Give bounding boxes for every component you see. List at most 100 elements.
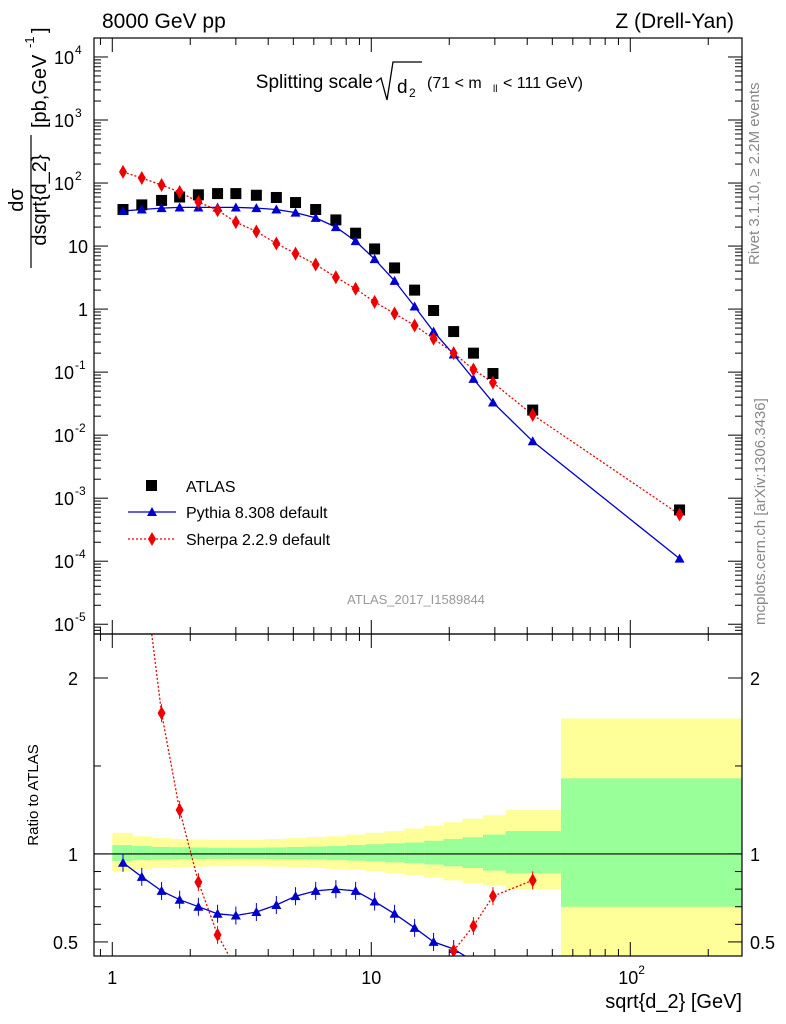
data-point-triangle — [251, 907, 262, 917]
data-point-diamond — [194, 195, 203, 210]
data-point-square — [369, 243, 381, 255]
data-point-diamond — [232, 961, 240, 975]
ratio-series-line — [453, 879, 533, 952]
y-tick-label-exponent: -1 — [75, 358, 86, 372]
data-point-diamond — [213, 203, 222, 218]
y-tick-label: 10 — [54, 48, 74, 68]
data-point-triangle — [118, 857, 129, 867]
inner-uncertainty-band — [170, 847, 190, 860]
title-main: Splitting scale — [256, 72, 373, 93]
data-point-square — [270, 191, 282, 203]
inner-uncertainty-band — [505, 831, 561, 874]
inner-uncertainty-band — [132, 846, 152, 861]
data-point-diamond — [469, 362, 478, 377]
data-point-triangle — [290, 207, 301, 217]
ratio-ticks: 0.5 0.51 12 21 10 10 2 — [53, 634, 775, 988]
data-point-triangle — [310, 885, 321, 895]
data-point-triangle — [330, 222, 341, 232]
y-tick-label: 10 — [54, 174, 74, 194]
data-point-triangle — [409, 922, 420, 932]
legend-entry-atlas: ATLAS — [146, 479, 236, 496]
y-tick-label-exponent: 4 — [75, 43, 82, 57]
y-tick-label: 10 — [68, 237, 88, 257]
y-tick-label: 1 — [78, 300, 88, 320]
y-tick-label-exponent: -4 — [75, 547, 86, 561]
sqrt-sign-icon — [375, 61, 422, 101]
data-point-triangle — [487, 397, 498, 407]
data-point-triangle — [310, 212, 321, 222]
inner-uncertainty-band — [462, 837, 484, 869]
legend-label: ATLAS — [186, 479, 236, 496]
data-point-diamond — [449, 346, 458, 361]
main-y-axis-title: dσ dsqrt{d_2} [pb,GeV -1 ] — [6, 27, 51, 268]
data-point-triangle — [389, 908, 400, 918]
data-point-triangle — [174, 202, 185, 212]
inner-uncertainty-band — [189, 847, 209, 860]
data-point-triangle — [271, 204, 282, 214]
ratio-panel: 0.5 0.51 12 21 10 10 2 Ratio to ATLAS sqrt{d_2… — [25, 633, 775, 1013]
data-point-triangle — [136, 871, 147, 881]
ratio-series — [118, 634, 537, 975]
data-point-diamond — [175, 185, 184, 200]
y-tick-label: 10 — [54, 489, 74, 509]
data-point-square — [310, 204, 322, 216]
main-series — [117, 164, 686, 563]
data-point-triangle — [156, 203, 167, 213]
rivet-version-label: Rivet 3.1.10, ≥ 2.2M events — [746, 83, 763, 266]
data-point-square — [230, 188, 242, 200]
data-point-triangle — [468, 373, 479, 383]
data-point-triangle — [527, 436, 538, 446]
inner-uncertainty-band — [286, 846, 307, 860]
data-point-square — [212, 188, 224, 200]
y-tick-label: 10 — [54, 363, 74, 383]
inner-uncertainty-band — [385, 843, 405, 863]
data-point-diamond — [194, 875, 203, 890]
data-point-triangle — [468, 956, 478, 965]
data-point-diamond — [175, 802, 184, 817]
series-line — [122, 206, 681, 560]
y-tick-label-exponent: 2 — [75, 169, 82, 183]
inner-uncertainty-band — [560, 778, 742, 907]
data-point-triangle — [369, 896, 380, 906]
data-point-diamond — [311, 257, 320, 272]
data-point-triangle — [428, 936, 439, 946]
y-tick-label: 10 — [54, 552, 74, 572]
data-point-diamond — [157, 178, 166, 193]
y-title-unit: [pb,GeV — [29, 54, 51, 128]
series-line — [122, 171, 680, 516]
plot-title: Splitting scale d 2 (71 < m ll < 111 GeV… — [256, 61, 583, 101]
data-point-triangle — [428, 326, 439, 336]
x-tick-label: 1 — [107, 968, 117, 988]
data-point-diamond — [488, 889, 497, 904]
legend-triangle-marker — [147, 507, 157, 516]
inner-uncertainty-band — [326, 846, 347, 861]
inner-uncertainty-band — [404, 842, 425, 864]
data-point-triangle — [174, 894, 185, 904]
data-point-triangle — [674, 553, 685, 563]
legend-entry-pythia: Pythia 8.308 default — [128, 505, 328, 522]
inner-uncertainty-band — [443, 838, 463, 867]
data-point-square — [428, 304, 440, 316]
ratio-y-axis-title: Ratio to ATLAS — [25, 744, 42, 845]
inner-uncertainty-band — [112, 845, 133, 861]
data-point-triangle — [118, 205, 129, 215]
legend-label: Sherpa 2.2.9 default — [186, 532, 331, 549]
data-point-diamond — [351, 281, 360, 296]
data-point-square — [389, 262, 401, 274]
data-point-square — [192, 189, 204, 201]
inner-uncertainty-band — [346, 845, 366, 861]
inner-uncertainty-band — [151, 846, 171, 860]
ratio-y-tick-label: 2 — [68, 669, 78, 689]
collision-energy-label: 8000 GeV pp — [102, 10, 226, 33]
data-point-diamond — [488, 375, 497, 390]
title-range: (71 < m — [427, 75, 482, 92]
inner-uncertainty-band — [265, 847, 287, 860]
data-point-triangle — [389, 275, 400, 285]
y-title-numerator: dσ — [6, 188, 28, 212]
data-point-triangle — [193, 901, 204, 911]
data-point-triangle — [369, 254, 380, 264]
data-point-square — [156, 194, 168, 206]
data-point-square — [250, 189, 262, 201]
ratio-y-tick-label-right: 0.5 — [750, 933, 775, 953]
